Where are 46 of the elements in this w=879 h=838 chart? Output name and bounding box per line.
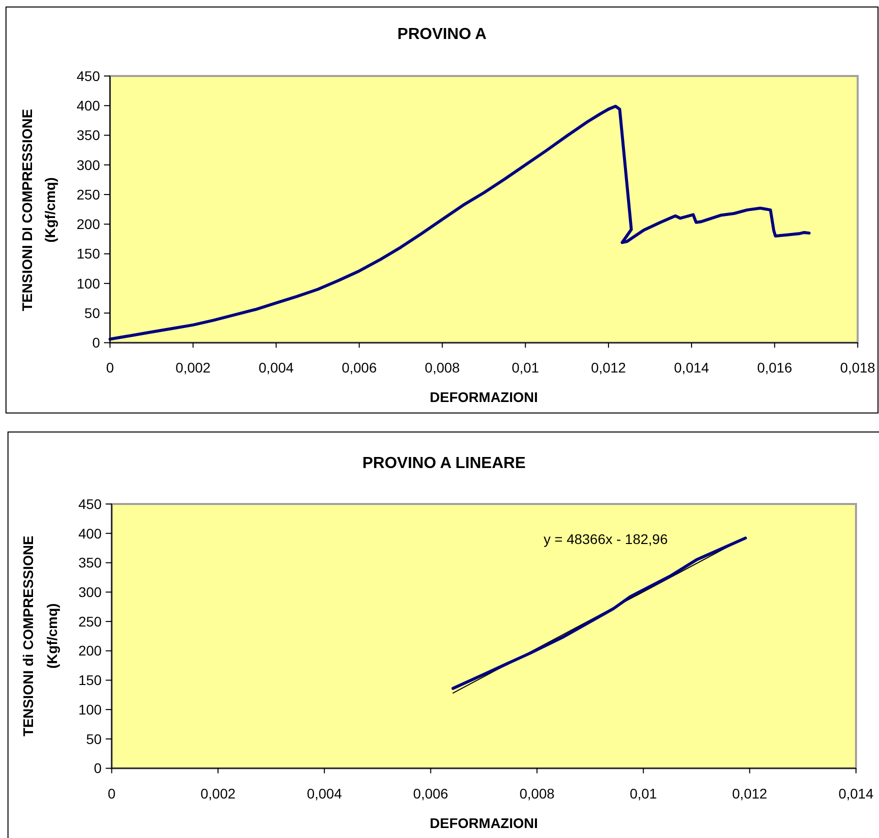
x-tick-label: 0,006 (413, 785, 448, 802)
y-tick-label: 200 (78, 642, 102, 659)
y-tick-label: 450 (78, 496, 102, 512)
x-tick-label: 0,004 (258, 360, 294, 376)
x-tick-label: 0,01 (512, 360, 540, 376)
x-tick-label: 0,002 (200, 785, 236, 802)
x-tick-label: 0,014 (838, 785, 874, 802)
y-axis-title: TENSIONI DI COMPRESSIONE (Kgf/cmq) (18, 108, 58, 312)
chart-title: PROVINO A (397, 26, 488, 43)
chart-title: PROVINO A LINEARE (362, 455, 526, 472)
x-tick-label: 0,002 (176, 360, 211, 376)
x-tick-label: 0,018 (840, 360, 876, 376)
y-tick-label: 450 (76, 68, 100, 84)
y-tick-label: 50 (86, 730, 102, 747)
y-tick-label: 0 (92, 334, 100, 351)
y-tick-label: 400 (78, 525, 102, 542)
y-tick-label: 100 (76, 275, 100, 292)
x-tick-label: 0,012 (590, 360, 626, 376)
y-tick-label: 350 (78, 554, 102, 571)
y-tick-label: 100 (78, 701, 102, 718)
x-tick-label: 0,008 (519, 785, 555, 802)
x-tick-label: 0,004 (306, 785, 342, 802)
y-tick-label: 250 (76, 186, 100, 202)
line-series (108, 104, 811, 341)
y-tick-label: 150 (76, 246, 100, 262)
x-axis-title: DEFORMAZIONI (430, 815, 538, 831)
y-tick-label: 350 (76, 127, 100, 144)
y-tick-label: 300 (78, 584, 102, 600)
x-axis-title: DEFORMAZIONI (430, 389, 538, 405)
y-tick-label: 0 (94, 760, 102, 776)
x-tick-label: 0,014 (674, 360, 710, 376)
x-tick-label: 0,01 (630, 785, 658, 802)
y-tick-label: 400 (76, 98, 100, 114)
annotation: y = 48366x - 182,96 (544, 531, 668, 548)
y-tick-label: 200 (76, 216, 100, 232)
y-tick-label: 250 (78, 613, 102, 630)
x-tick-label: 0,012 (732, 785, 768, 802)
x-tick-label: 0 (106, 360, 114, 376)
x-tick-label: 0 (108, 785, 116, 802)
x-tick-label: 0,016 (757, 360, 792, 376)
y-tick-label: 300 (76, 156, 100, 173)
y-tick-label: 50 (84, 304, 100, 321)
x-tick-label: 0,006 (342, 360, 377, 376)
x-tick-label: 0,008 (424, 360, 460, 376)
y-axis-title: TENSIONI di COMPRESSIONE (Kgf/cmq) (20, 536, 60, 736)
y-tick-label: 150 (78, 672, 102, 688)
